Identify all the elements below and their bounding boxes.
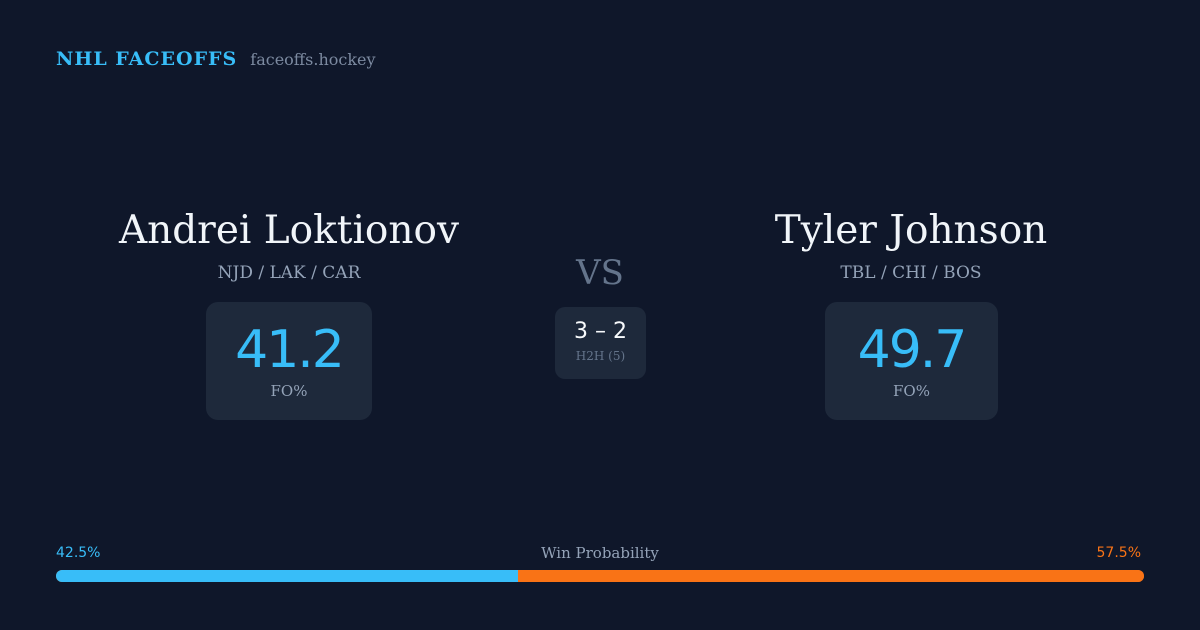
- player-left-teams: NJD / LAK / CAR: [217, 263, 361, 283]
- win-probability-bar-right: [518, 570, 1144, 582]
- player-left: Andrei Loktionov NJD / LAK / CAR: [69, 204, 509, 285]
- win-probability-right-label: 57.5%: [1096, 545, 1141, 561]
- player-left-stat-label: FO%: [270, 382, 308, 400]
- win-probability-bar: [56, 570, 1144, 582]
- brand-name: NHL FACEOFFS: [56, 48, 238, 70]
- head-to-head-label: H2H (5): [575, 349, 626, 363]
- head-to-head-score: 3 – 2: [574, 319, 627, 344]
- head-to-head-card: 3 – 2 H2H (5): [555, 307, 646, 379]
- brand-domain: faceoffs.hockey: [250, 50, 376, 69]
- versus-label: VS: [576, 253, 624, 293]
- player-left-name: Andrei Loktionov: [118, 208, 460, 253]
- player-right-name: Tyler Johnson: [774, 208, 1048, 253]
- player-right: Tyler Johnson TBL / CHI / BOS: [691, 204, 1131, 285]
- win-probability-title: Win Probability: [541, 544, 659, 562]
- player-right-teams: TBL / CHI / BOS: [840, 263, 982, 283]
- brand-header: NHL FACEOFFS faceoffs.hockey: [56, 48, 376, 70]
- player-left-stat-value: 41.2: [235, 320, 345, 380]
- win-probability-left-label: 42.5%: [56, 545, 101, 561]
- player-right-stat-card: 49.7 FO%: [825, 302, 998, 420]
- player-left-stat-card: 41.2 FO%: [206, 302, 372, 420]
- win-probability-bar-left: [56, 570, 519, 582]
- player-right-stat-label: FO%: [893, 382, 930, 400]
- player-right-stat-value: 49.7: [857, 320, 968, 380]
